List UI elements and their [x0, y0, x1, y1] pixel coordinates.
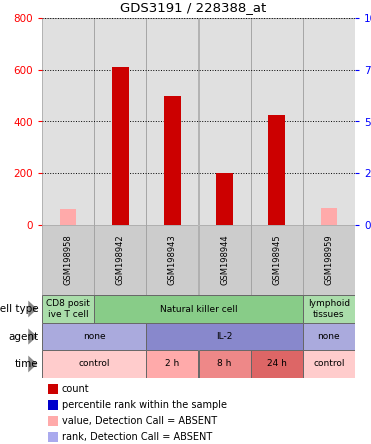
Bar: [268, 115, 285, 225]
Text: cell type: cell type: [0, 304, 38, 314]
Bar: [216, 173, 233, 225]
Bar: [251, 225, 303, 295]
Bar: [251, 18, 303, 225]
Bar: [198, 225, 251, 295]
Text: CD8 posit
ive T cell: CD8 posit ive T cell: [46, 299, 90, 319]
Text: 2 h: 2 h: [165, 360, 180, 369]
Bar: [94, 18, 146, 225]
Bar: [198, 18, 251, 225]
Text: percentile rank within the sample: percentile rank within the sample: [62, 400, 227, 410]
Bar: [112, 67, 129, 225]
Bar: [303, 225, 355, 295]
Bar: [251, 350, 303, 378]
Polygon shape: [28, 329, 37, 345]
Text: 8 h: 8 h: [217, 360, 232, 369]
Text: GSM198944: GSM198944: [220, 235, 229, 285]
Text: none: none: [83, 332, 105, 341]
Bar: [146, 18, 198, 225]
Bar: [60, 210, 76, 225]
Bar: [94, 225, 146, 295]
Text: IL-2: IL-2: [216, 332, 233, 341]
Text: 24 h: 24 h: [267, 360, 287, 369]
Bar: [42, 225, 94, 295]
Text: Natural killer cell: Natural killer cell: [160, 305, 237, 313]
Text: control: control: [313, 360, 345, 369]
Polygon shape: [28, 356, 37, 373]
Bar: [303, 323, 355, 350]
Text: GSM198959: GSM198959: [324, 235, 334, 285]
Bar: [303, 350, 355, 378]
Bar: [198, 350, 251, 378]
Bar: [42, 323, 146, 350]
Text: agent: agent: [8, 332, 38, 341]
Bar: [146, 350, 198, 378]
Bar: [303, 295, 355, 323]
Bar: [42, 350, 146, 378]
Bar: [42, 295, 94, 323]
Text: GSM198943: GSM198943: [168, 234, 177, 285]
Text: GSM198958: GSM198958: [63, 234, 73, 285]
Polygon shape: [28, 301, 37, 317]
Bar: [42, 18, 94, 225]
Text: none: none: [318, 332, 340, 341]
Bar: [146, 225, 198, 295]
Bar: [303, 18, 355, 225]
Text: lymphoid
tissues: lymphoid tissues: [308, 299, 350, 319]
Text: value, Detection Call = ABSENT: value, Detection Call = ABSENT: [62, 416, 217, 426]
Text: GDS3191 / 228388_at: GDS3191 / 228388_at: [120, 1, 266, 14]
Bar: [94, 295, 303, 323]
Bar: [164, 95, 181, 225]
Text: count: count: [62, 384, 90, 394]
Text: GSM198945: GSM198945: [272, 235, 281, 285]
Text: rank, Detection Call = ABSENT: rank, Detection Call = ABSENT: [62, 432, 212, 442]
Bar: [321, 208, 337, 225]
Bar: [146, 323, 303, 350]
Text: control: control: [78, 360, 110, 369]
Text: GSM198942: GSM198942: [116, 235, 125, 285]
Text: time: time: [15, 359, 38, 369]
